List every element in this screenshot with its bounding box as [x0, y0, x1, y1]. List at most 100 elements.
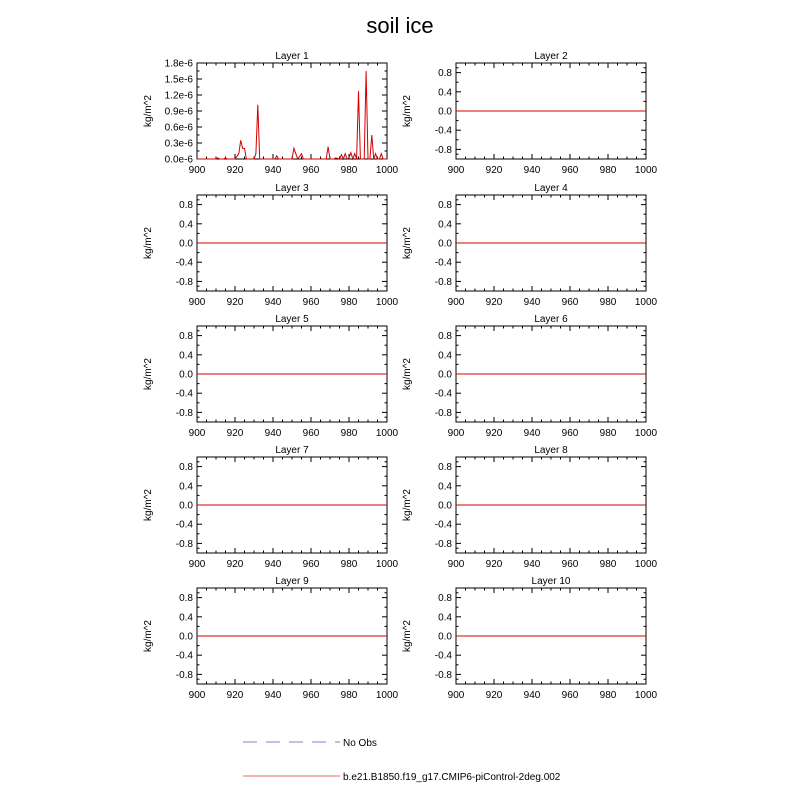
- layer-4-xtick-label-1000: 1000: [635, 297, 658, 308]
- layer-5-ylabel: kg/m^2: [143, 358, 154, 390]
- layer-2-ylabel: kg/m^2: [402, 95, 413, 127]
- layer-3-xtick-label-980: 980: [341, 297, 358, 308]
- layer-6-xtick-label-900: 900: [448, 428, 465, 439]
- layer-5-xtick-label-1000: 1000: [376, 428, 399, 439]
- layer-6-title: Layer 6: [534, 314, 568, 325]
- layer-7-xtick-label-1000: 1000: [376, 559, 399, 570]
- layer-3-xtick-label-1000: 1000: [376, 297, 399, 308]
- layer-8-xtick-label-960: 960: [562, 559, 579, 570]
- layer-10-ytick-label--0.4: -0.4: [435, 651, 453, 662]
- layer-4-ytick-label--0.8: -0.8: [435, 277, 453, 288]
- layer-4-xtick-label-940: 940: [524, 297, 541, 308]
- layer-6-xtick-label-980: 980: [600, 428, 617, 439]
- layer-1-xtick-label-900: 900: [189, 165, 206, 176]
- layer-5-ytick-label-0.4: 0.4: [179, 350, 193, 361]
- layer-4-ytick-label-0.8: 0.8: [438, 200, 452, 211]
- layer-6-ytick-label--0.8: -0.8: [435, 408, 453, 419]
- layer-5-xtick-label-900: 900: [189, 428, 206, 439]
- layer-2-xtick-label-1000: 1000: [635, 165, 658, 176]
- layer-1-ytick-label-0.0e-6: 0.0e-6: [165, 155, 194, 166]
- layer-7-xtick-label-940: 940: [265, 559, 282, 570]
- panel-layer-10: Layer 10 kg/m^2 900 920 940 960 980 1000 -0.8 -0.…: [402, 576, 658, 701]
- layer-9-xtick-label-900: 900: [189, 690, 206, 701]
- panel-layer-2: Layer 2 kg/m^2 900 920 940 960 980 1000 -0.8 -0.4…: [402, 51, 658, 176]
- layer-7-xtick-label-900: 900: [189, 559, 206, 570]
- layer-7-ytick-label--0.8: -0.8: [176, 539, 194, 550]
- layer-9-title: Layer 9: [275, 576, 309, 587]
- layer-7-ytick-label--0.4: -0.4: [176, 520, 194, 531]
- layer-10-xtick-label-920: 920: [486, 690, 503, 701]
- legend: No Obs b.e21.B1850.f19_g17.CMIP6-piContr…: [243, 738, 561, 783]
- panel-layer-4: Layer 4 kg/m^2 900 920 940 960 980 1000 -0.8 -0.4…: [402, 183, 658, 308]
- layer-1-title: Layer 1: [275, 51, 309, 62]
- layer-7-ytick-label-0.8: 0.8: [179, 462, 193, 473]
- layer-2-ytick-label-0.4: 0.4: [438, 87, 452, 98]
- layer-4-title: Layer 4: [534, 183, 568, 194]
- layer-10-ytick-label--0.8: -0.8: [435, 670, 453, 681]
- layer-10-title: Layer 10: [532, 576, 571, 587]
- layer-3-xtick-label-940: 940: [265, 297, 282, 308]
- layer-3-ytick-label-0.4: 0.4: [179, 219, 193, 230]
- layer-5-ytick-label-0.8: 0.8: [179, 331, 193, 342]
- layer-10-xtick-label-1000: 1000: [635, 690, 658, 701]
- layer-1-plot-frame: [196, 62, 388, 160]
- layer-5-title: Layer 5: [275, 314, 309, 325]
- layer-6-ytick-label-0.0: 0.0: [438, 370, 452, 381]
- layer-10-ytick-label-0.4: 0.4: [438, 612, 452, 623]
- layer-9-ytick-label-0.8: 0.8: [179, 593, 193, 604]
- panel-layer-7: Layer 7 kg/m^2 900 920 940 960 980 1000 -0.8 -0.4…: [143, 445, 399, 570]
- layer-1-xtick-label-940: 940: [265, 165, 282, 176]
- panel-layer-6: Layer 6 kg/m^2 900 920 940 960 980 1000 -0.8 -0.4…: [402, 314, 658, 439]
- layer-9-ytick-label-0.4: 0.4: [179, 612, 193, 623]
- layer-8-xtick-label-920: 920: [486, 559, 503, 570]
- layer-5-xtick-label-940: 940: [265, 428, 282, 439]
- layer-4-xtick-label-900: 900: [448, 297, 465, 308]
- layer-3-title: Layer 3: [275, 183, 309, 194]
- layer-8-ytick-label-0.0: 0.0: [438, 501, 452, 512]
- layer-9-xtick-label-1000: 1000: [376, 690, 399, 701]
- figure-title: soil ice: [366, 13, 433, 38]
- layer-1-ylabel: kg/m^2: [143, 95, 154, 127]
- layer-8-xtick-label-980: 980: [600, 559, 617, 570]
- legend-label-model: b.e21.B1850.f19_g17.CMIP6-piControl-2deg…: [343, 772, 561, 783]
- layer-8-xtick-label-940: 940: [524, 559, 541, 570]
- layer-2-ytick-label-0.8: 0.8: [438, 68, 452, 79]
- layer-2-xtick-label-920: 920: [486, 165, 503, 176]
- layer-10-ylabel: kg/m^2: [402, 620, 413, 652]
- layer-1-xtick-label-980: 980: [341, 165, 358, 176]
- layer-3-xtick-label-960: 960: [303, 297, 320, 308]
- layer-7-title: Layer 7: [275, 445, 309, 456]
- layer-1-ytick-label-0.6e-6: 0.6e-6: [165, 123, 194, 134]
- layer-3-ytick-label--0.4: -0.4: [176, 258, 194, 269]
- layer-8-ytick-label--0.4: -0.4: [435, 520, 453, 531]
- layer-1-ytick-label-1.5e-6: 1.5e-6: [165, 75, 194, 86]
- layer-2-xtick-label-900: 900: [448, 165, 465, 176]
- layer-8-xtick-label-900: 900: [448, 559, 465, 570]
- layer-6-ytick-label-0.8: 0.8: [438, 331, 452, 342]
- layer-6-xtick-label-920: 920: [486, 428, 503, 439]
- legend-label-no-obs: No Obs: [343, 738, 377, 749]
- layer-7-ylabel: kg/m^2: [143, 489, 154, 521]
- layer-6-xtick-label-1000: 1000: [635, 428, 658, 439]
- layer-8-ytick-label-0.4: 0.4: [438, 481, 452, 492]
- layer-7-xtick-label-920: 920: [227, 559, 244, 570]
- layer-3-xtick-label-900: 900: [189, 297, 206, 308]
- layer-1-xtick-label-1000: 1000: [376, 165, 399, 176]
- layer-7-xtick-label-960: 960: [303, 559, 320, 570]
- layer-9-xtick-label-940: 940: [265, 690, 282, 701]
- layer-4-ytick-label--0.4: -0.4: [435, 258, 453, 269]
- layer-2-ytick-label-0.0: 0.0: [438, 107, 452, 118]
- layer-7-ytick-label-0.0: 0.0: [179, 501, 193, 512]
- layer-2-ytick-label--0.8: -0.8: [435, 145, 453, 156]
- panels: Layer 1 kg/m^2 900 920 940 960 980 1000 0.0e-6 0.…: [143, 51, 658, 701]
- layer-6-xtick-label-940: 940: [524, 428, 541, 439]
- layer-1-ytick-label-0.3e-6: 0.3e-6: [165, 139, 194, 150]
- layer-1-ytick-label-1.2e-6: 1.2e-6: [165, 91, 194, 102]
- layer-4-xtick-label-980: 980: [600, 297, 617, 308]
- layer-5-ytick-label-0.0: 0.0: [179, 370, 193, 381]
- layer-10-xtick-label-960: 960: [562, 690, 579, 701]
- layer-4-ytick-label-0.4: 0.4: [438, 219, 452, 230]
- layer-10-xtick-label-980: 980: [600, 690, 617, 701]
- layer-4-xtick-label-960: 960: [562, 297, 579, 308]
